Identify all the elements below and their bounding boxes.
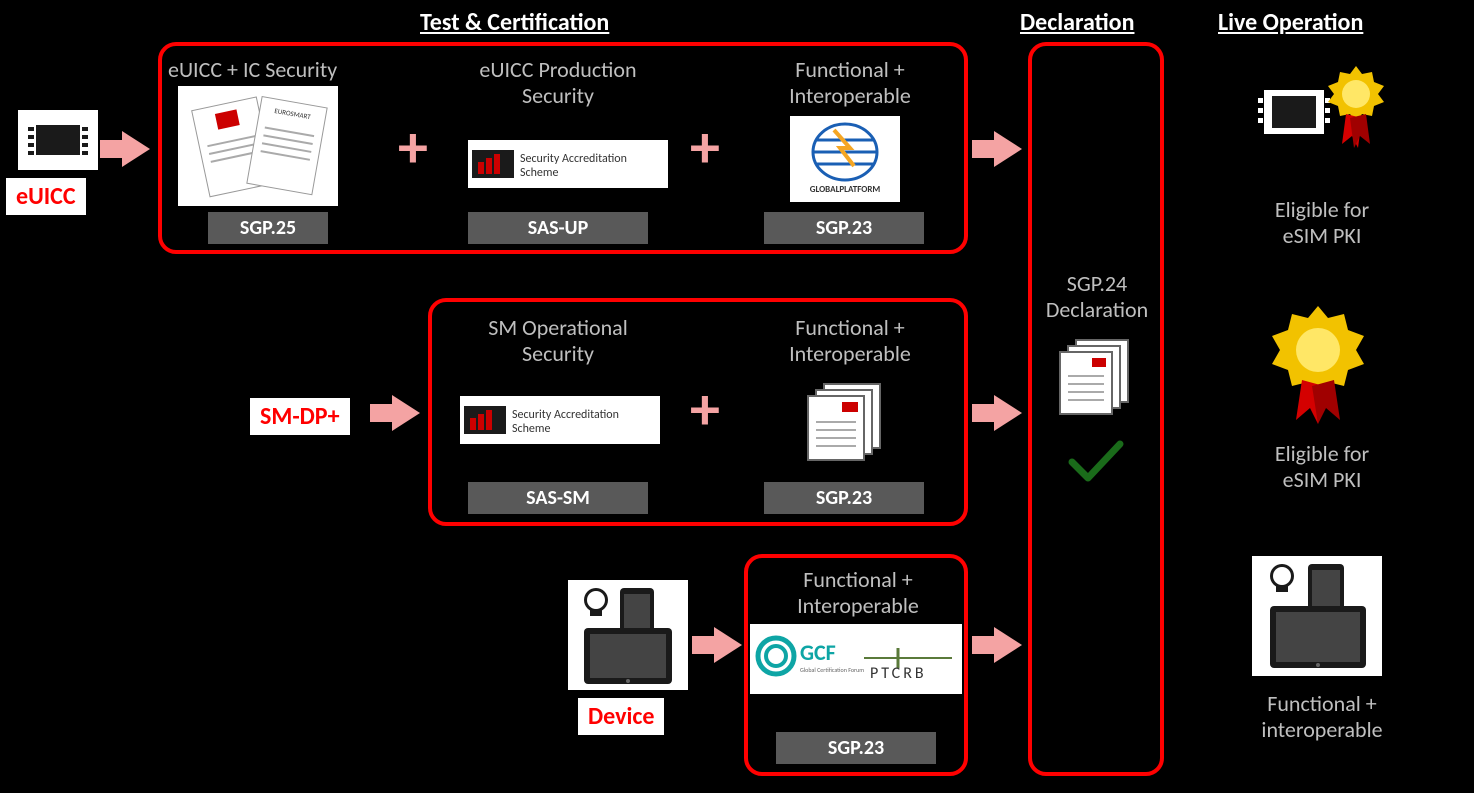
live-r2-l2: eSIM PKI bbox=[1232, 466, 1412, 493]
live-r1-icon bbox=[1248, 56, 1388, 191]
arrow-stem bbox=[972, 404, 994, 422]
arrow-stem bbox=[692, 636, 714, 654]
row1-gsma-logo: GSMA Security Accreditation Scheme bbox=[468, 140, 668, 188]
arrow-stem bbox=[370, 404, 392, 422]
plus-icon: + bbox=[690, 118, 720, 178]
plus-icon: + bbox=[398, 118, 428, 178]
svg-text:Security Accreditation: Security Accreditation bbox=[520, 152, 627, 166]
arrow-stem bbox=[972, 636, 994, 654]
arrow-icon bbox=[714, 627, 742, 663]
live-r3-device-icon bbox=[1252, 556, 1382, 676]
live-r2-seal-icon bbox=[1268, 306, 1368, 431]
arrow-icon bbox=[392, 395, 420, 431]
arrow-icon bbox=[994, 627, 1022, 663]
svg-text:GSMA: GSMA bbox=[475, 433, 496, 442]
row1-col2-title-l1: eUICC Production bbox=[448, 56, 668, 83]
row1-col1-spec: SGP.25 bbox=[208, 212, 328, 244]
arrow-icon bbox=[994, 395, 1022, 431]
svg-text:Global Certification Forum: Global Certification Forum bbox=[800, 666, 864, 674]
row3-col3-spec: SGP.23 bbox=[776, 732, 936, 764]
row1-col3-title-l1: Functional + bbox=[740, 56, 960, 83]
live-r3-l2: interoperable bbox=[1232, 716, 1412, 743]
smdp-label: SM-DP+ bbox=[250, 398, 350, 435]
euicc-label: eUICC bbox=[6, 178, 86, 215]
svg-text:PTCRB: PTCRB bbox=[870, 664, 927, 683]
device-icon bbox=[568, 580, 688, 690]
live-r2-l1: Eligible for bbox=[1232, 440, 1412, 467]
row2-col3-title-l2: Interoperable bbox=[740, 340, 960, 367]
row2-col3-spec: SGP.23 bbox=[764, 482, 924, 514]
checkmark-icon bbox=[1066, 438, 1126, 491]
arrow-icon bbox=[994, 131, 1022, 167]
header-declaration: Declaration bbox=[1020, 8, 1134, 37]
decl-title-l1: SGP.24 bbox=[1032, 270, 1162, 297]
svg-text:Security Accreditation: Security Accreditation bbox=[512, 408, 619, 422]
euicc-chip-icon bbox=[18, 110, 98, 170]
svg-text:GSMA: GSMA bbox=[483, 177, 504, 186]
svg-text:Scheme: Scheme bbox=[520, 166, 558, 180]
row1-col2-spec: SAS-UP bbox=[468, 212, 648, 244]
row3-col3-title-l2: Interoperable bbox=[748, 592, 968, 619]
decl-docs-icon bbox=[1046, 332, 1146, 422]
row1-docs-icon: EUROSMART bbox=[178, 86, 338, 206]
svg-text:Scheme: Scheme bbox=[512, 422, 550, 436]
row2-col2-spec: SAS-SM bbox=[468, 482, 648, 514]
svg-text:GCF: GCF bbox=[800, 639, 836, 666]
plus-icon: + bbox=[690, 380, 720, 440]
live-r1-l2: eSIM PKI bbox=[1232, 222, 1412, 249]
row2-gsma-logo: GSMA Security Accreditation Scheme bbox=[460, 396, 660, 444]
decl-title-l2: Declaration bbox=[1032, 296, 1162, 323]
live-r3-l1: Functional + bbox=[1232, 690, 1412, 717]
header-test-cert: Test & Certification bbox=[420, 8, 609, 37]
row1-col3-spec: SGP.23 bbox=[764, 212, 924, 244]
docs-stack-icon bbox=[790, 374, 900, 464]
row2-col2-title-l1: SM Operational bbox=[448, 314, 668, 341]
row1-col1-title: eUICC + IC Security bbox=[168, 56, 408, 83]
live-r1-l1: Eligible for bbox=[1232, 196, 1412, 223]
globalplatform-logo: GLOBALPLATFORM bbox=[790, 116, 900, 202]
arrow-stem bbox=[972, 140, 994, 158]
header-live-op: Live Operation bbox=[1218, 8, 1363, 37]
svg-text:GLOBALPLATFORM: GLOBALPLATFORM bbox=[810, 184, 881, 195]
arrow-stem bbox=[100, 140, 122, 158]
device-label: Device bbox=[578, 698, 664, 735]
row1-col2-title-l2: Security bbox=[448, 82, 668, 109]
arrow-icon bbox=[122, 131, 150, 167]
row2-col3-title-l1: Functional + bbox=[740, 314, 960, 341]
row1-col3-title-l2: Interoperable bbox=[740, 82, 960, 109]
gcf-ptcrb-logo: GCF Global Certification Forum PTCRB bbox=[750, 624, 962, 694]
row2-col2-title-l2: Security bbox=[448, 340, 668, 367]
row3-col3-title-l1: Functional + bbox=[748, 566, 968, 593]
